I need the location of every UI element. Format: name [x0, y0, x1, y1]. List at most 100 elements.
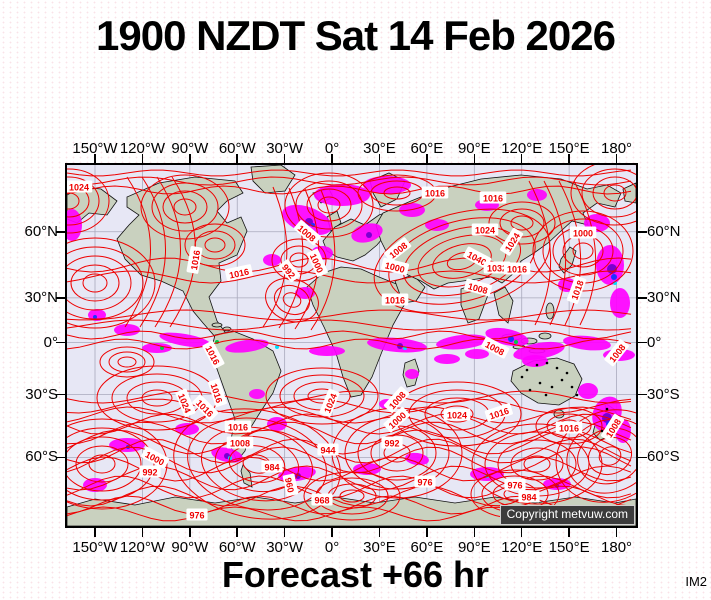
- isobar-ring: [284, 172, 374, 238]
- isobar-ring: [572, 242, 594, 260]
- isobar-ring: [204, 237, 226, 253]
- station-dot: [550, 385, 554, 389]
- station-dot: [520, 375, 524, 379]
- isobar-ring: [295, 180, 363, 230]
- isobar-ring: [339, 489, 365, 503]
- svg-text:1024: 1024: [69, 183, 89, 193]
- pressure-value-label: 1016: [186, 246, 203, 274]
- svg-text:992: 992: [142, 468, 157, 478]
- land-se-asia: [493, 286, 514, 324]
- isobar-line: [154, 176, 181, 328]
- pressure-value-label: 1008: [464, 278, 493, 297]
- pressure-value-label: 1032: [483, 261, 511, 274]
- lon-label-bottom: 60°W: [218, 539, 256, 556]
- lat-tick-left: [56, 231, 65, 233]
- isobar-line: [67, 421, 632, 445]
- lon-tick-top: [615, 154, 618, 163]
- isobar-ring: [497, 439, 577, 489]
- isobar-ring: [228, 445, 286, 483]
- corner-tag: IM2: [685, 574, 707, 589]
- isobar-ring: [510, 215, 534, 231]
- isobar-ring: [566, 418, 636, 494]
- forecast-hour-label: Forecast +66 hr: [221, 554, 490, 595]
- lon-tick-bottom: [189, 528, 191, 537]
- isobar-ring: [289, 252, 309, 268]
- pressure-value-label: 968: [311, 493, 333, 506]
- lon-label-top: 60°W: [218, 140, 256, 157]
- isobar-line: [67, 338, 632, 350]
- lat-label-left: 60°N: [24, 222, 58, 240]
- svg-text:1008: 1008: [230, 439, 250, 449]
- isobar-line: [124, 176, 151, 328]
- lat-label-left: 30°S: [25, 385, 58, 403]
- lon-tick-top: [473, 154, 476, 163]
- lon-label-bottom: 90°E: [457, 539, 491, 556]
- isobar-ring: [383, 186, 411, 200]
- isobar-ring: [317, 196, 341, 214]
- isobar-ring: [151, 182, 219, 232]
- rain-area: [513, 341, 565, 361]
- station-dot: [545, 361, 549, 365]
- lon-label-bottom: 30°W: [266, 539, 304, 556]
- isobar-ring: [67, 436, 142, 492]
- lon-tick-bottom: [426, 528, 428, 537]
- rain-area: [465, 349, 489, 359]
- isobars: [67, 165, 636, 522]
- isobar-ring: [432, 243, 492, 279]
- isobar-ring: [67, 168, 110, 234]
- lat-label-right: 60°N: [647, 222, 681, 240]
- lon-label-top: 30°W: [266, 140, 304, 157]
- lon-label-bottom: 30°E: [363, 539, 396, 556]
- svg-text:1016: 1016: [228, 267, 250, 281]
- isobar-ring: [67, 418, 168, 510]
- pressure-value-label: 984: [261, 460, 283, 473]
- isobar-ring: [523, 455, 551, 473]
- lat-tick-right: [638, 393, 647, 396]
- isobar-line: [67, 169, 632, 177]
- isobar-ring: [581, 168, 636, 218]
- svg-text:1024: 1024: [475, 226, 495, 236]
- pressure-value-label: 1024: [471, 223, 499, 236]
- isobar-ring: [499, 208, 545, 238]
- svg-text:1000: 1000: [384, 260, 406, 275]
- isobar-ring: [535, 407, 603, 445]
- isobar-ring: [392, 381, 522, 447]
- pressure-value-label: 1000: [381, 257, 410, 276]
- rain-area: [578, 383, 598, 399]
- lon-tick-top: [520, 154, 523, 163]
- pressure-value-label: 1016: [224, 264, 253, 281]
- svg-text:1008: 1008: [467, 281, 489, 296]
- land-cuba: [211, 322, 223, 328]
- lon-tick-top: [94, 154, 96, 163]
- rain-area: [109, 438, 145, 452]
- isobar-ring: [570, 165, 636, 226]
- isobar-ring: [271, 238, 327, 282]
- rain-area: [295, 287, 315, 299]
- rain-area: [405, 369, 419, 379]
- svg-text:1016: 1016: [228, 423, 248, 433]
- isobar-ring: [82, 273, 108, 293]
- isobar-ring: [194, 230, 236, 260]
- isobar-line: [67, 398, 632, 414]
- lon-tick-bottom: [141, 528, 144, 537]
- station-dot: [535, 363, 539, 367]
- lon-label-top: 150°E: [548, 140, 590, 157]
- lat-label-right: 60°S: [647, 448, 680, 466]
- pressure-value-label: 1016: [224, 420, 252, 433]
- lon-label-top: 0°: [324, 140, 340, 157]
- lon-tick-top: [331, 154, 333, 163]
- lon-label-top: 150°W: [72, 140, 118, 157]
- pressure-value-label: 976: [414, 475, 436, 488]
- lat-tick-right: [638, 231, 647, 233]
- isobar-line: [573, 180, 597, 326]
- lon-label-top: 90°W: [171, 140, 209, 157]
- isobar-ring: [75, 445, 129, 483]
- lat-label-right: 30°S: [647, 385, 680, 403]
- svg-text:1016: 1016: [385, 296, 405, 306]
- svg-text:984: 984: [264, 463, 279, 473]
- pressure-value-label: 1008: [226, 436, 254, 449]
- isobar-ring: [117, 356, 137, 368]
- isobar-ring: [282, 292, 302, 308]
- isobar-line: [67, 475, 632, 499]
- svg-text:1016: 1016: [189, 249, 202, 270]
